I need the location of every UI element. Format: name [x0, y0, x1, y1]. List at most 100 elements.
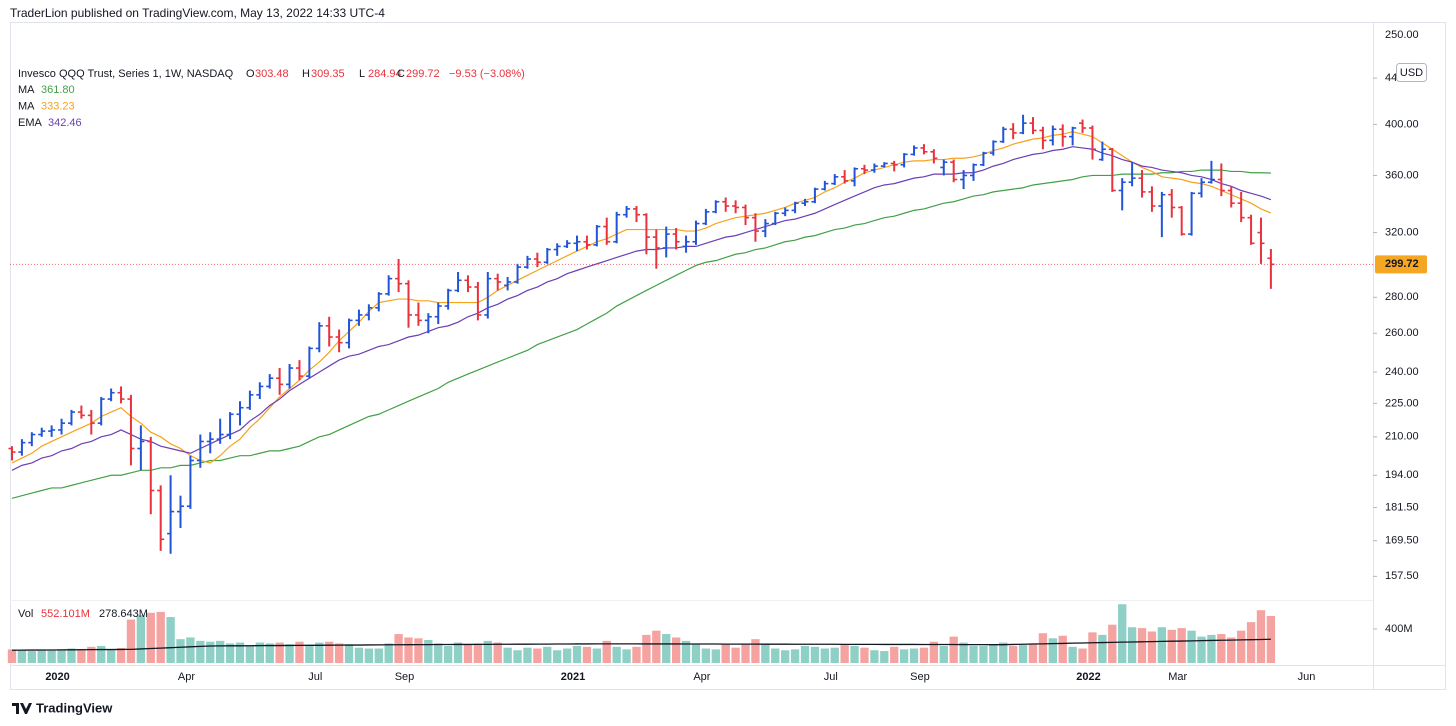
volume-bar: [909, 648, 919, 663]
volume-bar: [404, 637, 413, 663]
x-tick-label: Sep: [910, 671, 930, 683]
volume-bar: [1108, 624, 1117, 663]
brand: TradingView: [36, 700, 113, 715]
volume-bar: [999, 642, 1008, 663]
volume-bar: [830, 647, 839, 663]
volume-bar: [1157, 627, 1167, 663]
volume-bar: [731, 647, 740, 663]
volume-bar: [1187, 630, 1196, 663]
volume-bar: [840, 645, 849, 663]
volume-bar: [434, 643, 443, 663]
volume-bar: [106, 649, 116, 663]
volume-bar: [721, 644, 730, 663]
legend-value: 309.35: [311, 68, 345, 80]
volume-bar: [572, 645, 582, 663]
y-tick-label: 210.00: [1385, 431, 1419, 443]
legend-change: −9.53 (−3.08%): [449, 68, 525, 80]
volume-bar: [463, 644, 473, 663]
volume-bar: [1078, 648, 1087, 663]
volume-bar: [206, 641, 215, 663]
volume-bar: [1207, 634, 1216, 663]
volume-bar: [116, 648, 126, 663]
x-tick-label: Jun: [1298, 671, 1316, 683]
volume-bar: [949, 636, 958, 663]
volume-bar: [1028, 643, 1038, 663]
volume-bar: [47, 650, 56, 663]
volume-bar: [880, 651, 889, 663]
volume-bar: [850, 645, 859, 663]
legend-value: 284.94: [368, 68, 402, 80]
volume-bar: [265, 643, 274, 663]
plot-layer: 157.50 169.50 181.50 194.00 210.00 225.00 240.…: [7, 29, 1419, 683]
y-tick-label: 181.50: [1385, 501, 1419, 513]
volume-bar: [97, 645, 106, 663]
indicator-line: [11, 131, 1272, 464]
volume-bar: [800, 645, 810, 663]
volume-bar: [1177, 628, 1186, 663]
legend-key: L: [359, 68, 365, 80]
volume-bar: [196, 640, 205, 663]
volume-bar: [315, 642, 324, 663]
volume-bar: [860, 647, 869, 663]
volume-bar: [969, 645, 978, 663]
volume-bar: [275, 642, 284, 663]
published-note: TraderLion published on TradingView.com,…: [10, 6, 385, 20]
volume-bar: [7, 649, 17, 663]
volume-bar: [1197, 636, 1206, 663]
volume-bar: [126, 619, 136, 663]
volume-bar: [235, 642, 245, 663]
volume-tick-label: 400M: [1385, 623, 1413, 635]
volume-bar: [1246, 622, 1256, 663]
volume-bar: [354, 647, 364, 663]
x-tick-label: 2020: [45, 671, 69, 683]
volume-bar: [632, 646, 641, 663]
legend-key: O: [246, 68, 255, 80]
volume-bar: [364, 648, 374, 663]
x-tick-label: 2021: [561, 671, 585, 683]
volume-bar: [592, 648, 602, 663]
y-tick-label: 360.00: [1385, 169, 1419, 181]
volume-bar: [582, 646, 592, 663]
y-tick-label: 194.00: [1385, 469, 1419, 481]
volume-bar: [384, 643, 393, 663]
indicator-name: MA: [18, 84, 35, 96]
volume-bar: [17, 650, 27, 663]
volume-bar: [820, 648, 829, 663]
logo-icon: [12, 703, 32, 714]
legend-key: C: [397, 68, 405, 80]
volume-bar: [473, 643, 483, 663]
volume-bar: [325, 641, 334, 663]
volume-bar: [562, 648, 572, 663]
volume-bar: [553, 650, 562, 663]
volume-bar: [681, 640, 691, 663]
volume-ma-line: [11, 638, 1271, 651]
last-price-label: 299.72: [1385, 258, 1419, 270]
volume-bar: [1058, 635, 1067, 663]
x-tick-label: Apr: [693, 671, 710, 683]
volume-bar: [27, 651, 36, 663]
legend-value: 303.48: [255, 68, 289, 80]
y-tick-label: 225.00: [1385, 397, 1419, 409]
indicator-name: EMA: [18, 117, 43, 129]
volume-bar: [344, 644, 354, 663]
volume-bar: [493, 642, 502, 663]
volume-bar: [255, 642, 264, 663]
volume-bar: [1048, 638, 1057, 663]
volume-bar: [1038, 633, 1048, 663]
volume-bar: [751, 639, 760, 663]
volume-bar: [394, 634, 403, 663]
volume-bar: [1256, 610, 1266, 663]
volume-bar: [1018, 645, 1028, 663]
volume-bar: [374, 648, 383, 663]
indicator-value: 361.80: [41, 84, 75, 96]
volume-bar: [899, 649, 909, 663]
volume-bar: [989, 645, 998, 663]
volume-bar: [424, 640, 433, 663]
volume-bar: [1167, 629, 1176, 663]
y-tick-label: 169.50: [1385, 535, 1419, 547]
volume-bar: [642, 634, 651, 663]
last-price-badge: [1375, 255, 1427, 274]
volume-bar: [919, 647, 929, 663]
volume-bar: [543, 646, 552, 663]
